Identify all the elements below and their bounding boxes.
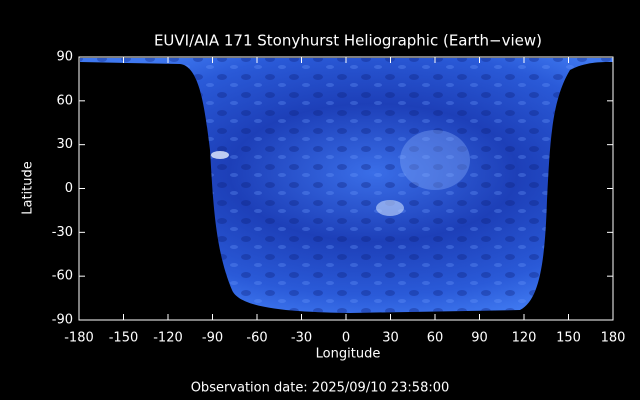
x-axis-label: Longitude bbox=[316, 347, 381, 362]
y-axis-label: Latitude bbox=[21, 161, 36, 215]
y-tick-label: -60 bbox=[52, 269, 73, 284]
y-tick-label: -30 bbox=[52, 225, 73, 240]
x-tick-label: 150 bbox=[556, 331, 581, 346]
x-tick-label: 60 bbox=[427, 331, 444, 346]
x-tick-label: 30 bbox=[382, 331, 399, 346]
y-tick-label: 60 bbox=[56, 93, 73, 108]
chart-title: EUVI/AIA 171 Stonyhurst Heliographic (Ea… bbox=[154, 32, 542, 50]
x-tick-label: -120 bbox=[153, 331, 183, 346]
y-tick-label: -90 bbox=[52, 313, 73, 328]
x-tick-label: -180 bbox=[64, 331, 94, 346]
x-tick-label: 90 bbox=[471, 331, 488, 346]
map-image bbox=[80, 58, 613, 313]
x-tick-label: -90 bbox=[202, 331, 223, 346]
x-tick-label: 120 bbox=[512, 331, 537, 346]
x-tick-label: -30 bbox=[291, 331, 312, 346]
x-tick-label: -150 bbox=[109, 331, 139, 346]
x-tick-label: -60 bbox=[246, 331, 267, 346]
y-tick-label: 90 bbox=[56, 50, 73, 65]
y-tick-label: 0 bbox=[65, 181, 73, 196]
x-tick-label: 0 bbox=[342, 331, 350, 346]
observation-date: Observation date: 2025/09/10 23:58:00 bbox=[191, 381, 450, 396]
y-tick-label: 30 bbox=[56, 137, 73, 152]
x-tick-label: 180 bbox=[601, 331, 626, 346]
